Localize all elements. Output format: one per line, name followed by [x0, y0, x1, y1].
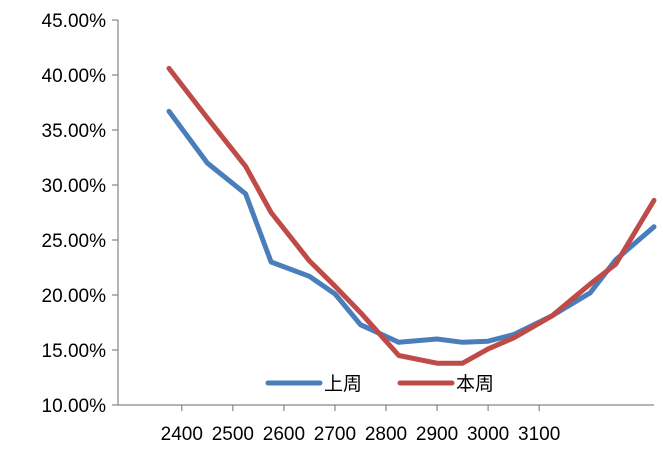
x-axis-labels: 2400 2500 2600 2700 2800 2900 3000 3100	[161, 424, 561, 445]
y-axis-labels: 10.00% 15.00% 20.00% 25.00% 30.00% 35.00% 40.0…	[42, 11, 107, 417]
x-tick-label: 2900	[416, 424, 458, 445]
y-tick-label: 35.00%	[42, 121, 107, 142]
y-tick-label: 25.00%	[42, 231, 107, 252]
y-tick-label: 20.00%	[42, 286, 107, 307]
x-tick-label: 2500	[212, 424, 254, 445]
y-tick-label: 15.00%	[42, 341, 107, 362]
series-line-1	[166, 108, 657, 345]
y-tick-label: 30.00%	[42, 176, 107, 197]
y-tick-label: 10.00%	[42, 396, 107, 417]
legend-label-1: 上周	[324, 373, 362, 395]
x-tick-label: 2400	[161, 424, 203, 445]
chart-legend: 上周 本周	[265, 373, 494, 395]
series-line-2	[166, 65, 657, 366]
legend-label-2: 本周	[456, 373, 494, 395]
chart-series	[166, 65, 657, 366]
y-tick-label: 40.00%	[42, 66, 107, 87]
x-tick-label: 3100	[518, 424, 560, 445]
x-tick-label: 3000	[467, 424, 509, 445]
x-tick-label: 2600	[263, 424, 305, 445]
x-tick-label: 2800	[365, 424, 407, 445]
y-tick-label: 45.00%	[42, 11, 107, 32]
x-tick-label: 2700	[314, 424, 356, 445]
chart-axes	[112, 19, 654, 411]
